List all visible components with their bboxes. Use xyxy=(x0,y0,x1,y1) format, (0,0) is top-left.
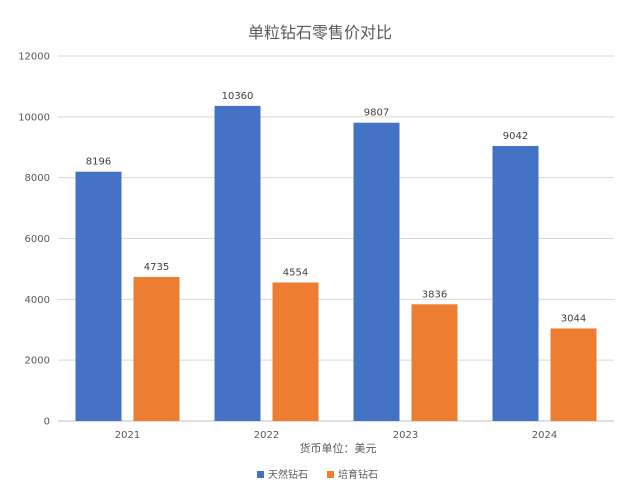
x-tick-label: 2023 xyxy=(393,430,418,441)
x-tick-label: 2022 xyxy=(254,430,279,441)
bar-lab-grown-2023 xyxy=(411,304,458,421)
y-axis: 0 2000 4000 6000 8000 10000 12000 xyxy=(18,52,50,428)
bar-natural-2024 xyxy=(492,145,539,421)
x-tick-label: 2021 xyxy=(115,430,140,441)
bar-lab-grown-2024 xyxy=(550,328,597,421)
chart-title: 单粒钻石零售价对比 xyxy=(248,23,392,42)
data-label: 8196 xyxy=(86,157,111,168)
bar-lab-grown-2022 xyxy=(272,282,319,421)
bar-lab-grown-2021 xyxy=(133,276,180,421)
y-tick-label: 10000 xyxy=(18,112,50,123)
y-tick-label: 4000 xyxy=(25,295,50,306)
y-tick-label: 2000 xyxy=(25,356,50,367)
y-tick-label: 0 xyxy=(44,417,50,428)
bar-natural-2021 xyxy=(75,171,122,421)
x-tick-label: 2024 xyxy=(532,430,557,441)
data-label: 4735 xyxy=(144,262,169,273)
x-axis-label: 货币单位：美元 xyxy=(300,441,377,455)
legend-swatch xyxy=(257,471,264,478)
data-label: 9042 xyxy=(503,131,528,142)
x-axis: 2021 2022 2023 2024 xyxy=(115,430,557,441)
data-label: 10360 xyxy=(222,91,254,102)
bar-natural-2022 xyxy=(214,105,261,421)
y-tick-label: 12000 xyxy=(18,52,50,63)
legend-swatch xyxy=(327,471,334,478)
data-label: 9807 xyxy=(364,108,389,119)
bars: 8196 4735 10360 4554 9807 3836 9042 3044 xyxy=(75,91,597,422)
data-label: 3044 xyxy=(561,313,586,324)
data-label: 3836 xyxy=(422,289,447,300)
bar-natural-2023 xyxy=(353,122,400,422)
legend: 天然钻石 培育钻石 xyxy=(257,468,378,481)
y-tick-label: 6000 xyxy=(25,234,50,245)
data-label: 4554 xyxy=(283,267,308,278)
legend-label: 天然钻石 xyxy=(268,468,308,481)
y-tick-label: 8000 xyxy=(25,173,50,184)
legend-label: 培育钻石 xyxy=(338,468,378,481)
